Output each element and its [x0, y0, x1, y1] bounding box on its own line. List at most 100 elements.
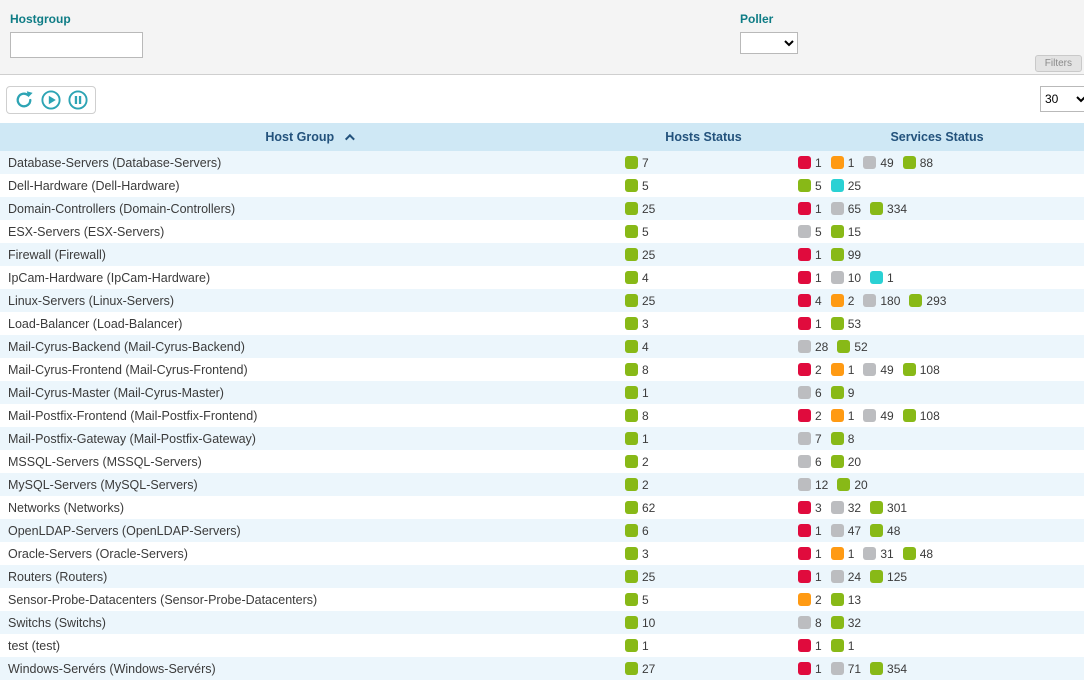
status-chip-critical[interactable]: 1 — [798, 156, 822, 170]
status-chip-ok[interactable]: 99 — [831, 248, 861, 262]
status-chip-critical[interactable]: 1 — [798, 570, 822, 584]
status-chip-ok[interactable]: 4 — [625, 271, 649, 285]
status-chip-unknown[interactable]: 28 — [798, 340, 828, 354]
status-chip-ok[interactable]: 25 — [625, 248, 655, 262]
status-chip-ok[interactable]: 334 — [870, 202, 907, 216]
status-chip-unknown[interactable]: 49 — [863, 363, 893, 377]
poller-filter-select[interactable] — [740, 32, 798, 54]
hostgroup-name[interactable]: Mail-Postfix-Gateway (Mail-Postfix-Gatew… — [0, 427, 617, 450]
status-chip-critical[interactable]: 1 — [798, 202, 822, 216]
status-chip-critical[interactable]: 1 — [798, 524, 822, 538]
hostgroup-name[interactable]: Linux-Servers (Linux-Servers) — [0, 289, 617, 312]
status-chip-ok[interactable]: 88 — [903, 156, 933, 170]
status-chip-critical[interactable]: 4 — [798, 294, 822, 308]
status-chip-ok[interactable]: 4 — [625, 340, 649, 354]
status-chip-ok[interactable]: 32 — [831, 616, 861, 630]
status-chip-ok[interactable]: 52 — [837, 340, 867, 354]
status-chip-unknown[interactable]: 49 — [863, 156, 893, 170]
status-chip-critical[interactable]: 1 — [798, 662, 822, 676]
status-chip-critical[interactable]: 1 — [798, 271, 822, 285]
status-chip-ok[interactable]: 108 — [903, 363, 940, 377]
status-chip-ok[interactable]: 3 — [625, 547, 649, 561]
play-circle-icon[interactable] — [41, 90, 61, 110]
pause-circle-icon[interactable] — [68, 90, 88, 110]
status-chip-pending[interactable]: 25 — [831, 179, 861, 193]
hostgroup-name[interactable]: MySQL-Servers (MySQL-Servers) — [0, 473, 617, 496]
status-chip-unknown[interactable]: 7 — [798, 432, 822, 446]
status-chip-ok[interactable]: 8 — [831, 432, 855, 446]
status-chip-ok[interactable]: 1 — [625, 639, 649, 653]
status-chip-unknown[interactable]: 12 — [798, 478, 828, 492]
status-chip-ok[interactable]: 1 — [831, 639, 855, 653]
status-chip-critical[interactable]: 1 — [798, 248, 822, 262]
status-chip-ok[interactable]: 2 — [625, 455, 649, 469]
status-chip-ok[interactable]: 301 — [870, 501, 907, 515]
status-chip-unknown[interactable]: 8 — [798, 616, 822, 630]
status-chip-ok[interactable]: 6 — [625, 524, 649, 538]
hostgroup-name[interactable]: Mail-Cyrus-Master (Mail-Cyrus-Master) — [0, 381, 617, 404]
status-chip-ok[interactable]: 53 — [831, 317, 861, 331]
status-chip-critical[interactable]: 2 — [798, 409, 822, 423]
status-chip-unknown[interactable]: 10 — [831, 271, 861, 285]
status-chip-ok[interactable]: 3 — [625, 317, 649, 331]
status-chip-unknown[interactable]: 65 — [831, 202, 861, 216]
hostgroup-name[interactable]: Firewall (Firewall) — [0, 243, 617, 266]
status-chip-ok[interactable]: 13 — [831, 593, 861, 607]
hostgroup-name[interactable]: Mail-Postfix-Frontend (Mail-Postfix-Fron… — [0, 404, 617, 427]
status-chip-warning[interactable]: 2 — [798, 593, 822, 607]
hostgroup-name[interactable]: Dell-Hardware (Dell-Hardware) — [0, 174, 617, 197]
hostgroup-name[interactable]: IpCam-Hardware (IpCam-Hardware) — [0, 266, 617, 289]
status-chip-ok[interactable]: 354 — [870, 662, 907, 676]
status-chip-ok[interactable]: 20 — [831, 455, 861, 469]
status-chip-ok[interactable]: 25 — [625, 202, 655, 216]
status-chip-ok[interactable]: 25 — [625, 294, 655, 308]
hostgroup-name[interactable]: Networks (Networks) — [0, 496, 617, 519]
status-chip-ok[interactable]: 27 — [625, 662, 655, 676]
hostgroup-name[interactable]: OpenLDAP-Servers (OpenLDAP-Servers) — [0, 519, 617, 542]
status-chip-critical[interactable]: 3 — [798, 501, 822, 515]
status-chip-unknown[interactable]: 24 — [831, 570, 861, 584]
status-chip-ok[interactable]: 15 — [831, 225, 861, 239]
status-chip-warning[interactable]: 1 — [831, 409, 855, 423]
status-chip-critical[interactable]: 1 — [798, 317, 822, 331]
hostgroup-name[interactable]: Database-Servers (Database-Servers) — [0, 151, 617, 174]
status-chip-warning[interactable]: 1 — [831, 156, 855, 170]
status-chip-unknown[interactable]: 6 — [798, 386, 822, 400]
hostgroup-name[interactable]: Load-Balancer (Load-Balancer) — [0, 312, 617, 335]
status-chip-ok[interactable]: 125 — [870, 570, 907, 584]
status-chip-ok[interactable]: 5 — [625, 225, 649, 239]
filters-button[interactable]: Filters — [1035, 55, 1082, 72]
hostgroup-name[interactable]: ESX-Servers (ESX-Servers) — [0, 220, 617, 243]
page-size-select[interactable]: 30 — [1040, 86, 1084, 112]
status-chip-critical[interactable]: 1 — [798, 547, 822, 561]
status-chip-warning[interactable]: 1 — [831, 547, 855, 561]
status-chip-ok[interactable]: 7 — [625, 156, 649, 170]
column-header-hosts-status[interactable]: Hosts Status — [617, 123, 790, 151]
status-chip-ok[interactable]: 20 — [837, 478, 867, 492]
status-chip-unknown[interactable]: 180 — [863, 294, 900, 308]
status-chip-unknown[interactable]: 49 — [863, 409, 893, 423]
hostgroup-name[interactable]: Switchs (Switchs) — [0, 611, 617, 634]
status-chip-ok[interactable]: 293 — [909, 294, 946, 308]
status-chip-unknown[interactable]: 47 — [831, 524, 861, 538]
status-chip-unknown[interactable]: 5 — [798, 225, 822, 239]
status-chip-ok[interactable]: 8 — [625, 409, 649, 423]
status-chip-unknown[interactable]: 6 — [798, 455, 822, 469]
status-chip-warning[interactable]: 2 — [831, 294, 855, 308]
hostgroup-name[interactable]: test (test) — [0, 634, 617, 657]
hostgroup-name[interactable]: Mail-Cyrus-Backend (Mail-Cyrus-Backend) — [0, 335, 617, 358]
column-header-services-status[interactable]: Services Status — [790, 123, 1084, 151]
status-chip-ok[interactable]: 2 — [625, 478, 649, 492]
status-chip-ok[interactable]: 5 — [798, 179, 822, 193]
status-chip-ok[interactable]: 25 — [625, 570, 655, 584]
status-chip-ok[interactable]: 5 — [625, 179, 649, 193]
hostgroup-name[interactable]: Routers (Routers) — [0, 565, 617, 588]
hostgroup-name[interactable]: Oracle-Servers (Oracle-Servers) — [0, 542, 617, 565]
status-chip-ok[interactable]: 9 — [831, 386, 855, 400]
status-chip-unknown[interactable]: 32 — [831, 501, 861, 515]
status-chip-warning[interactable]: 1 — [831, 363, 855, 377]
hostgroup-filter-input[interactable] — [10, 32, 143, 58]
status-chip-pending[interactable]: 1 — [870, 271, 894, 285]
hostgroup-name[interactable]: Sensor-Probe-Datacenters (Sensor-Probe-D… — [0, 588, 617, 611]
status-chip-ok[interactable]: 5 — [625, 593, 649, 607]
